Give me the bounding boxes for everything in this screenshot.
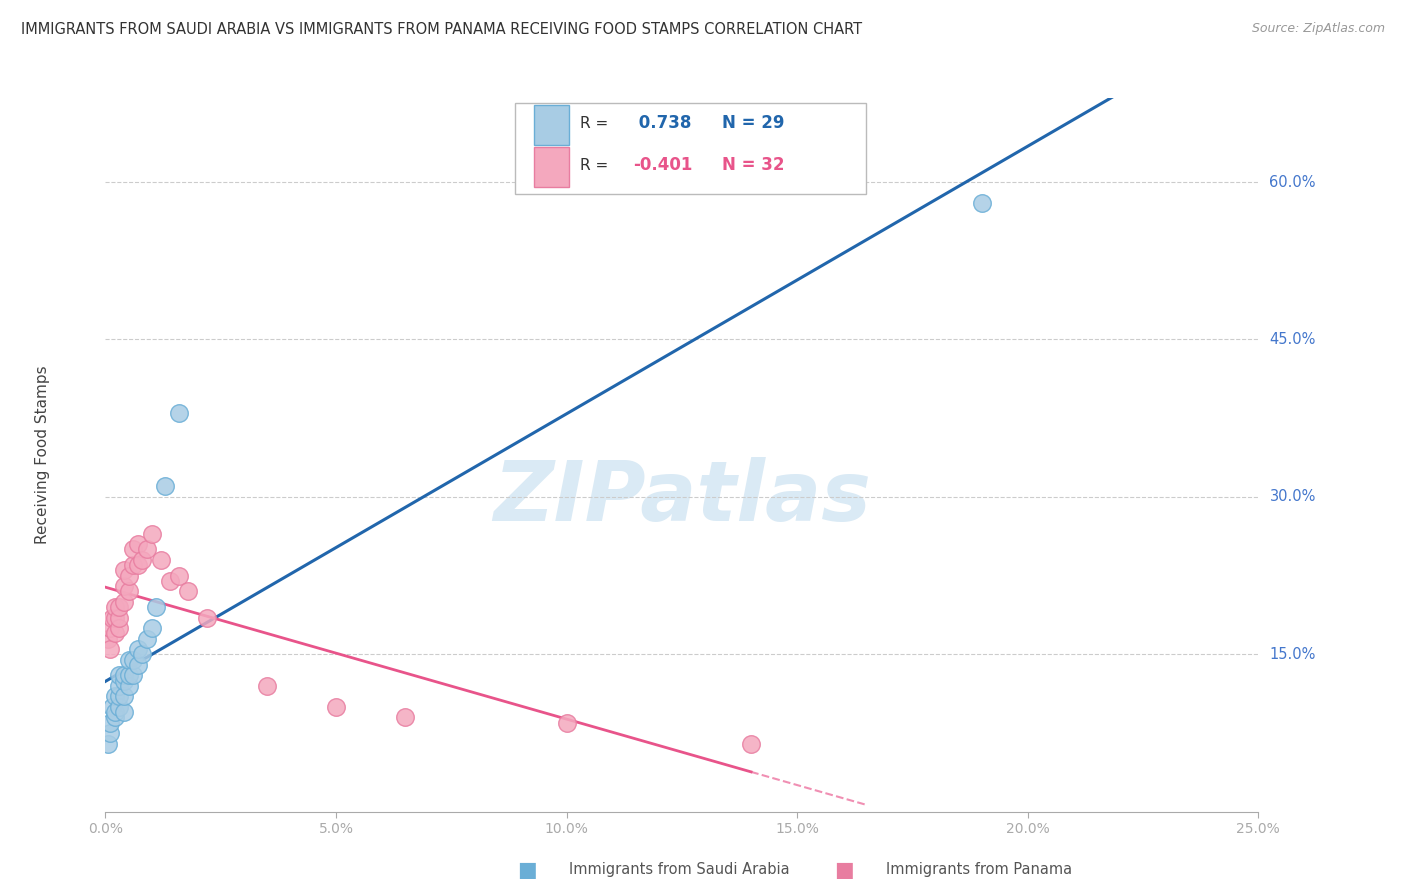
Point — [112, 668, 135, 682]
Point — [98, 715, 121, 730]
Text: 60.0%: 60.0% — [1270, 175, 1316, 190]
Point — [108, 668, 131, 682]
Point — [122, 558, 145, 573]
Point — [167, 406, 190, 420]
Point — [155, 479, 177, 493]
Point — [104, 610, 127, 624]
Point — [97, 632, 120, 646]
Point — [112, 595, 135, 609]
Point — [970, 196, 993, 211]
Point — [555, 715, 578, 730]
Text: -0.401: -0.401 — [634, 156, 693, 174]
Point — [117, 679, 139, 693]
Text: 45.0%: 45.0% — [1270, 332, 1316, 347]
Point — [101, 699, 124, 714]
Point — [112, 705, 135, 719]
FancyBboxPatch shape — [515, 103, 866, 194]
Point — [108, 600, 131, 615]
Point — [122, 542, 145, 557]
Text: Source: ZipAtlas.com: Source: ZipAtlas.com — [1251, 22, 1385, 36]
Point — [117, 668, 139, 682]
Point — [108, 699, 131, 714]
Point — [122, 668, 145, 682]
Point — [141, 526, 163, 541]
Text: ■: ■ — [834, 860, 853, 880]
Point — [127, 558, 149, 573]
Point — [112, 563, 135, 577]
Point — [108, 679, 131, 693]
Point — [104, 710, 127, 724]
Point — [127, 537, 149, 551]
Text: Immigrants from Saudi Arabia: Immigrants from Saudi Arabia — [569, 863, 790, 877]
Bar — [534, 147, 569, 186]
Text: R =: R = — [581, 158, 613, 173]
Text: Immigrants from Panama: Immigrants from Panama — [886, 863, 1071, 877]
Text: ■: ■ — [517, 860, 537, 880]
Bar — [534, 105, 569, 145]
Point — [104, 705, 127, 719]
Point — [104, 690, 127, 704]
Text: 0.738: 0.738 — [634, 114, 692, 132]
Text: Receiving Food Stamps: Receiving Food Stamps — [35, 366, 49, 544]
Point — [145, 600, 167, 615]
Point — [149, 553, 172, 567]
Point — [108, 621, 131, 635]
Point — [97, 737, 120, 751]
Point — [141, 621, 163, 635]
Point — [98, 621, 121, 635]
Text: ZIPatlas: ZIPatlas — [494, 458, 870, 538]
Point — [131, 553, 153, 567]
Point — [122, 652, 145, 666]
Text: R =: R = — [581, 116, 613, 130]
Text: IMMIGRANTS FROM SAUDI ARABIA VS IMMIGRANTS FROM PANAMA RECEIVING FOOD STAMPS COR: IMMIGRANTS FROM SAUDI ARABIA VS IMMIGRAN… — [21, 22, 862, 37]
Text: 15.0%: 15.0% — [1270, 647, 1316, 662]
Point — [108, 610, 131, 624]
Point — [127, 642, 149, 657]
Point — [159, 574, 181, 588]
Point — [256, 679, 278, 693]
Point — [117, 652, 139, 666]
Point — [101, 610, 124, 624]
Point — [740, 737, 762, 751]
Point — [127, 657, 149, 672]
Point — [112, 673, 135, 688]
Point — [136, 632, 159, 646]
Point — [112, 579, 135, 593]
Point — [98, 642, 121, 657]
Point — [117, 568, 139, 582]
Point — [195, 610, 218, 624]
Point — [98, 726, 121, 740]
Point — [104, 600, 127, 615]
Point — [136, 542, 159, 557]
Text: 30.0%: 30.0% — [1270, 490, 1316, 504]
Point — [394, 710, 416, 724]
Text: N = 29: N = 29 — [723, 114, 785, 132]
Point — [112, 690, 135, 704]
Point — [117, 584, 139, 599]
Point — [108, 690, 131, 704]
Point — [177, 584, 200, 599]
Point — [325, 699, 347, 714]
Text: N = 32: N = 32 — [723, 156, 785, 174]
Point — [104, 626, 127, 640]
Point — [167, 568, 190, 582]
Point — [131, 648, 153, 662]
